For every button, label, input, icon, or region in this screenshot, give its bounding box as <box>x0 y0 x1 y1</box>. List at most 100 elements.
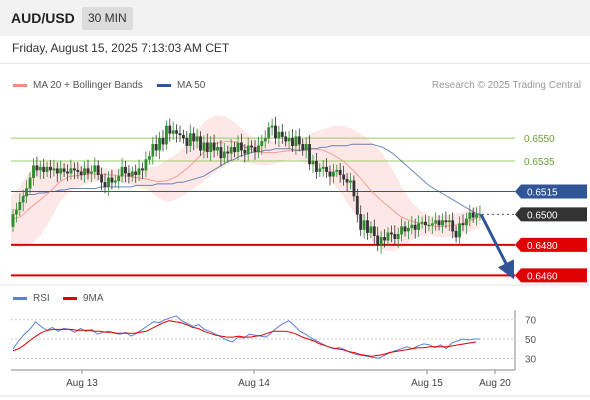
candle-body <box>311 160 315 165</box>
candle-body <box>49 166 52 171</box>
candle-body <box>407 227 410 232</box>
candle <box>291 129 294 152</box>
candle <box>55 162 59 183</box>
candle <box>124 160 127 183</box>
candle <box>141 162 144 180</box>
candle-body <box>338 169 342 175</box>
rsi-line <box>12 315 480 359</box>
candle <box>130 166 134 182</box>
candle <box>270 118 274 136</box>
candle-body <box>229 147 233 154</box>
candle-body <box>325 166 328 172</box>
candle <box>400 218 403 242</box>
candle <box>181 129 185 144</box>
candle-body <box>127 172 131 177</box>
candle-body <box>236 142 240 152</box>
candle-body <box>263 137 267 142</box>
candle <box>465 212 468 234</box>
candle <box>14 202 18 223</box>
candle <box>444 211 448 229</box>
candle <box>332 163 335 184</box>
candle <box>372 219 376 244</box>
candle <box>164 120 168 150</box>
candle-body <box>171 130 175 134</box>
candle <box>175 124 178 143</box>
candle-body <box>134 171 138 175</box>
candle <box>79 166 83 181</box>
candle-body <box>383 237 386 241</box>
candle-body <box>277 131 281 139</box>
candle-body <box>447 220 451 223</box>
candle-body <box>222 151 226 159</box>
candle-body <box>110 177 114 183</box>
candle <box>205 133 209 159</box>
candle-body <box>144 159 148 171</box>
candle <box>454 225 458 243</box>
candle <box>338 163 342 183</box>
candle-body <box>417 223 420 230</box>
candle <box>151 137 155 165</box>
candle-body <box>124 166 127 174</box>
candle-body <box>291 137 294 146</box>
timeframe-badge[interactable]: 30 MIN <box>82 7 133 30</box>
candle <box>185 131 189 154</box>
candle-body <box>69 168 73 174</box>
candle <box>86 159 90 180</box>
candle <box>35 156 39 177</box>
candle <box>59 160 63 181</box>
candle <box>475 207 478 226</box>
divider <box>0 63 590 64</box>
level-0-6515-tag <box>515 184 587 199</box>
candle-body <box>366 220 369 233</box>
level-0-6535-label: 0.6535 <box>524 157 555 168</box>
candle-body <box>209 142 213 152</box>
candle-body <box>96 165 100 176</box>
candle <box>144 151 148 178</box>
legend-rsi-label: RSI <box>33 293 50 304</box>
candle <box>76 162 80 179</box>
candle-body <box>103 182 107 188</box>
candle <box>28 172 32 194</box>
candle-body <box>62 168 66 172</box>
candle <box>209 136 213 161</box>
candle-body <box>151 143 155 157</box>
candle <box>83 161 87 183</box>
candle <box>243 144 247 163</box>
candle-body <box>18 201 22 210</box>
candle <box>168 118 172 142</box>
candle-body <box>107 177 110 188</box>
level-0-6480-label: 0.6480 <box>527 241 558 252</box>
candle <box>427 216 431 232</box>
candle-body <box>468 212 472 220</box>
candle-body <box>205 142 209 152</box>
candle <box>461 214 465 232</box>
candle <box>308 135 311 171</box>
legend-9ma-label: 9MA <box>83 293 104 304</box>
candle-body <box>301 143 305 151</box>
candle-body <box>195 136 199 142</box>
candle <box>38 160 42 180</box>
candle-body <box>257 145 260 153</box>
candle-body <box>52 168 56 171</box>
candle-body <box>400 226 403 235</box>
candle <box>161 130 165 152</box>
candle <box>451 212 455 239</box>
candle <box>345 173 349 192</box>
candle-body <box>219 147 223 159</box>
candle-body <box>372 226 376 237</box>
candle <box>178 125 182 143</box>
candle <box>420 216 424 229</box>
candle-body <box>379 237 383 246</box>
candle <box>100 167 104 191</box>
candle-body <box>342 174 346 180</box>
candle <box>96 160 100 181</box>
candle-body <box>11 214 15 227</box>
candle <box>304 137 308 159</box>
candle-body <box>349 180 352 183</box>
candle <box>107 171 110 196</box>
candle <box>437 215 441 231</box>
candle-body <box>79 171 83 175</box>
candle-body <box>76 169 80 172</box>
candle-body <box>42 166 46 172</box>
candle-body <box>178 133 182 136</box>
